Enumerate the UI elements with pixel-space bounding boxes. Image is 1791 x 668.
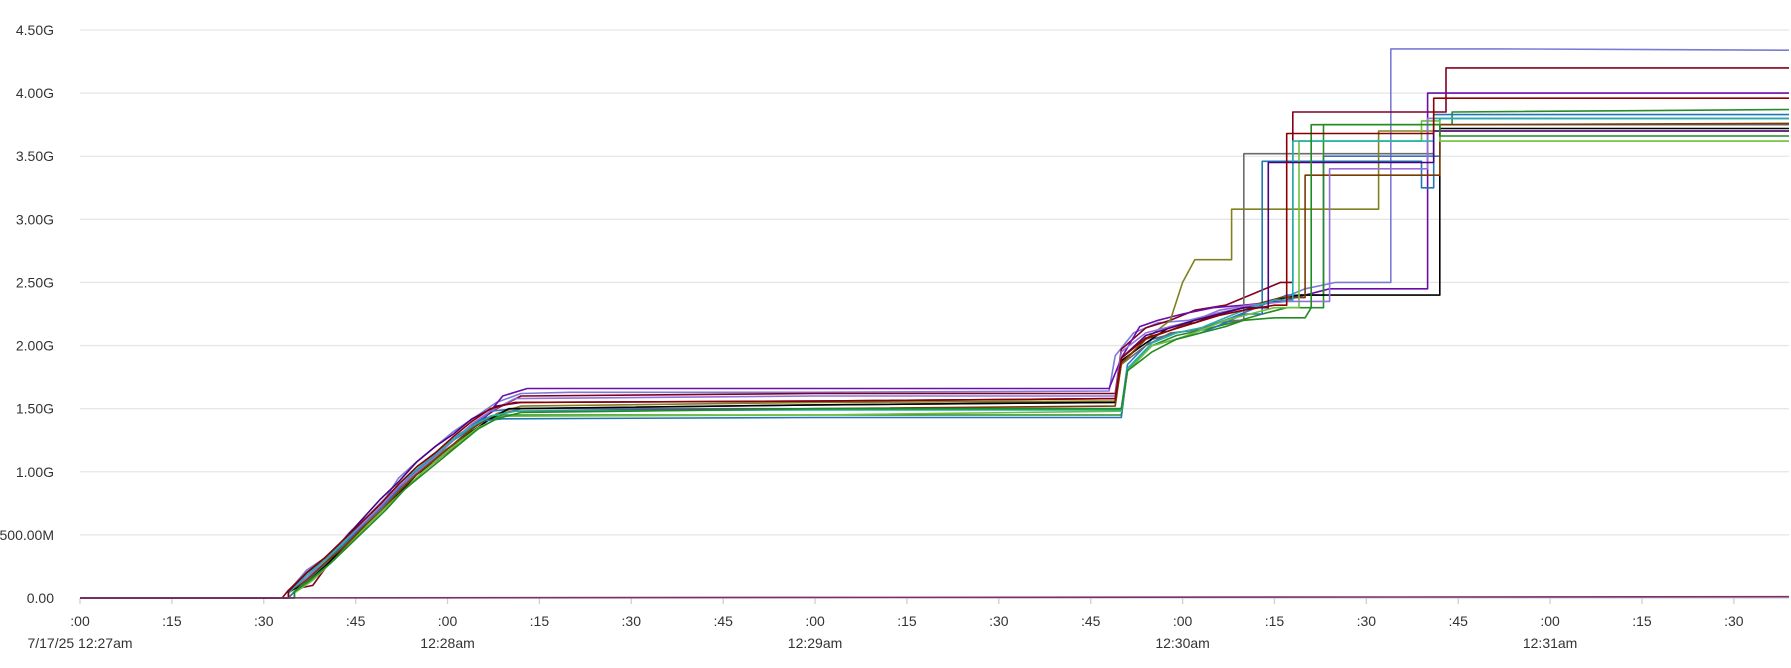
x-tick-sublabel: 12:29am [788,635,842,651]
x-tick-label: :45 [713,613,733,629]
x-tick-label: :30 [1724,613,1744,629]
y-tick-label: 2.50G [16,274,54,290]
y-tick-label: 1.50G [16,401,54,417]
series-line-9 [80,113,1789,599]
series-line-4 [80,117,1789,599]
x-tick-label: :30 [989,613,1009,629]
series-line-13 [80,117,1789,599]
x-axis-labels: :00 7/17/25 12:27am :15 :30 :45 :00 12:28am :15… [27,613,1743,651]
series-line-5 [80,108,1790,599]
y-tick-label: 3.50G [16,148,54,164]
x-tick-label: :00 [805,613,825,629]
y-tick-label: 500.00M [0,527,54,543]
x-tick-label: :30 [622,613,642,629]
x-tick-label: :30 [254,613,274,629]
x-tick-label: :00 [438,613,458,629]
x-tick-label: :00 [70,613,90,629]
series-line-7 [80,130,1789,599]
y-tick-label: 1.00G [16,464,54,480]
series-line-12 [80,117,1789,599]
x-tick-label: :45 [346,613,366,629]
series-line-8 [80,127,1789,599]
y-axis-labels: 0.00 500.00M 1.00G 1.50G 2.00G 2.50G 3.00G 3.50… [0,22,54,606]
series-line-6 [80,123,1789,599]
series-line-11 [80,120,1789,599]
x-tick-label: :15 [1632,613,1652,629]
y-tick-label: 3.00G [16,211,54,227]
x-tick-label: :00 [1540,613,1560,629]
y-tick-label: 0.00 [27,590,54,606]
series-line-2 [80,67,1789,599]
x-tick-label: :15 [162,613,182,629]
series-line-16 [80,97,1789,599]
gridlines [79,29,1789,604]
x-tick-label: :15 [1265,613,1285,629]
x-tick-label: :45 [1448,613,1468,629]
x-tick-label: :30 [1357,613,1377,629]
x-tick-label: :15 [530,613,550,629]
series-line-14 [80,130,1789,599]
x-tick-label: :00 [1173,613,1193,629]
x-tick-sublabel: 7/17/25 12:27am [27,635,132,651]
series-line-10 [80,122,1790,599]
y-tick-label: 2.00G [16,338,54,354]
x-tick-sublabel: 12:31am [1523,635,1577,651]
x-tick-label: :45 [1081,613,1101,629]
x-tick-sublabel: 12:28am [420,635,474,651]
x-tick-label: :15 [897,613,917,629]
series-lines [79,48,1790,599]
series-line-17 [79,595,1790,599]
y-tick-label: 4.00G [16,85,54,101]
y-tick-label: 4.50G [16,22,54,38]
series-line-15 [80,123,1789,599]
x-tick-sublabel: 12:30am [1155,635,1209,651]
